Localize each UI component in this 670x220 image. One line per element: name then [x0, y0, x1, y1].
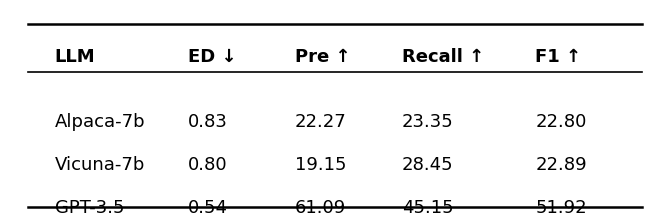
- Text: 23.35: 23.35: [402, 113, 454, 131]
- Text: 22.89: 22.89: [535, 156, 587, 174]
- Text: 61.09: 61.09: [295, 199, 346, 217]
- Text: 0.54: 0.54: [188, 199, 228, 217]
- Text: 0.83: 0.83: [188, 113, 228, 131]
- Text: 45.15: 45.15: [402, 199, 454, 217]
- Text: 19.15: 19.15: [295, 156, 346, 174]
- Text: Alpaca-7b: Alpaca-7b: [55, 113, 145, 131]
- Text: LLM: LLM: [55, 48, 95, 66]
- Text: Recall ↑: Recall ↑: [402, 48, 484, 66]
- Text: 0.80: 0.80: [188, 156, 228, 174]
- Text: GPT-3.5: GPT-3.5: [55, 199, 124, 217]
- Text: 51.92: 51.92: [535, 199, 587, 217]
- Text: ED ↓: ED ↓: [188, 48, 237, 66]
- Text: Pre ↑: Pre ↑: [295, 48, 350, 66]
- Text: 28.45: 28.45: [402, 156, 454, 174]
- Text: 22.27: 22.27: [295, 113, 346, 131]
- Text: F1 ↑: F1 ↑: [535, 48, 582, 66]
- Text: 22.80: 22.80: [535, 113, 586, 131]
- Text: Vicuna-7b: Vicuna-7b: [55, 156, 145, 174]
